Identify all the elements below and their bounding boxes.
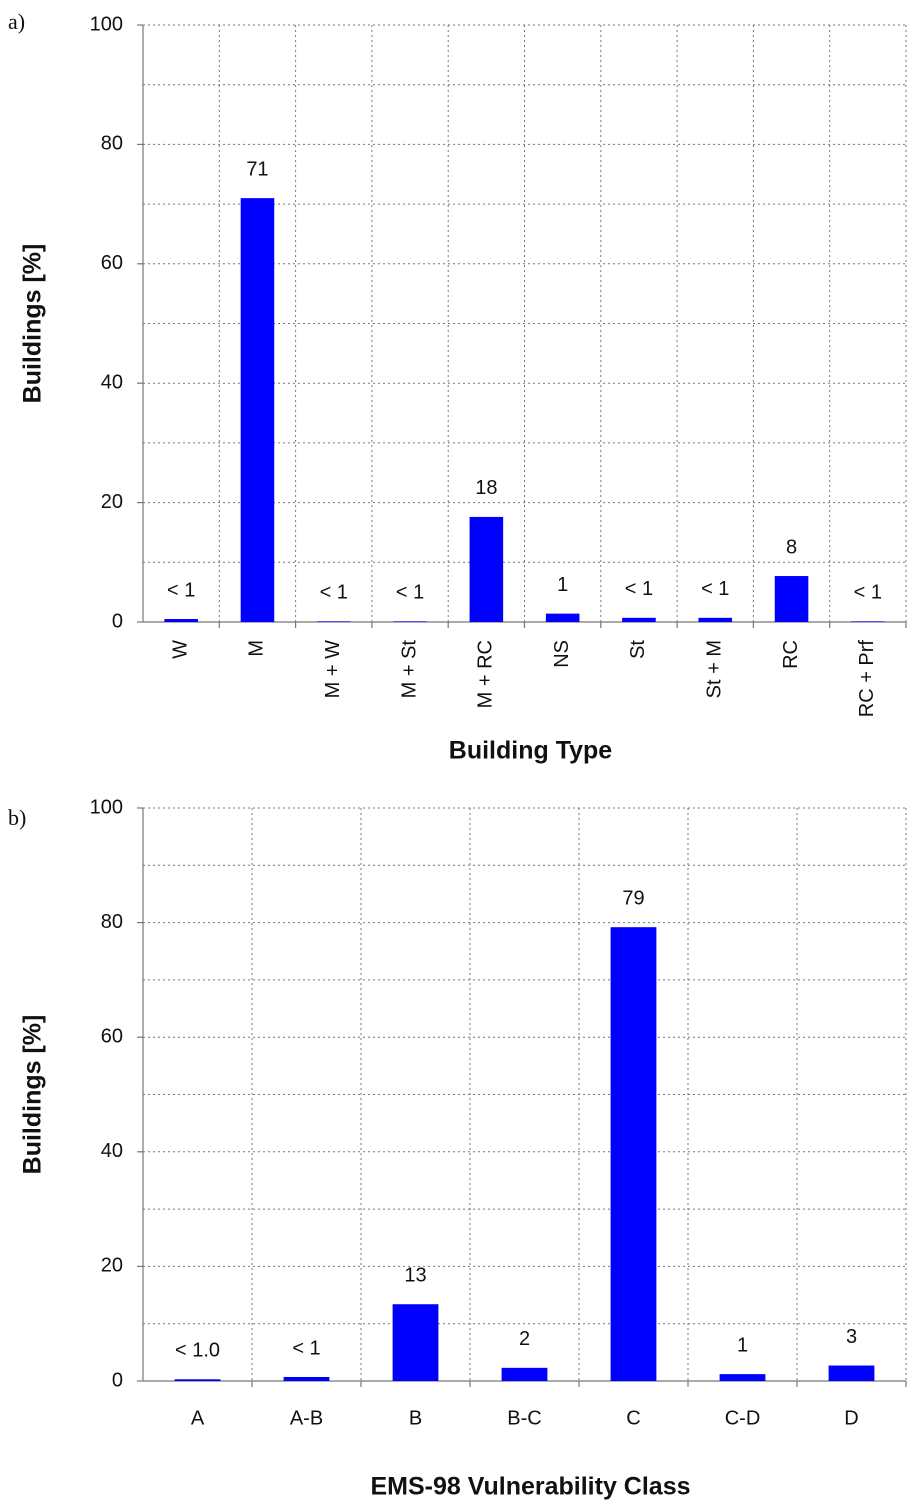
value-label: 79: [622, 887, 644, 909]
value-label: < 1: [167, 579, 195, 601]
value-label: 71: [246, 158, 268, 180]
x-tick-label: A: [191, 1407, 205, 1429]
value-label: < 1: [701, 578, 729, 600]
x-axis-title: Building Type: [449, 737, 613, 765]
y-tick-label: 40: [101, 1140, 123, 1162]
x-tick-label: B: [409, 1407, 422, 1429]
bar: [774, 576, 809, 622]
value-label: 2: [519, 1328, 530, 1350]
bar: [392, 1304, 439, 1381]
y-tick-label: 20: [101, 1255, 123, 1277]
value-label: < 1: [625, 578, 653, 600]
x-tick-label: B-C: [507, 1407, 541, 1429]
bar: [240, 198, 275, 622]
y-tick-label: 0: [112, 1369, 123, 1391]
value-label: 1: [737, 1334, 748, 1356]
bar: [698, 617, 733, 622]
x-tick-label: St + M: [704, 640, 726, 698]
panel-label: b): [8, 805, 26, 830]
y-tick-label: 80: [101, 911, 123, 933]
x-axis-title: EMS-98 Vulnerability Class: [370, 1473, 690, 1501]
y-axis-title: Buildings [%]: [19, 1015, 47, 1175]
value-label: < 1: [320, 582, 348, 604]
bar: [283, 1376, 330, 1381]
bar: [393, 621, 427, 622]
bar: [164, 619, 198, 622]
bar: [622, 617, 656, 622]
bar: [469, 516, 504, 622]
bar: [316, 621, 351, 622]
x-tick-label: RC: [780, 640, 802, 669]
bar: [851, 621, 885, 622]
y-tick-label: 20: [101, 491, 123, 513]
value-label: < 1.0: [175, 1340, 220, 1362]
bar: [719, 1374, 766, 1381]
x-tick-label: W: [169, 640, 191, 659]
x-tick-label: RC + Prf: [856, 640, 878, 718]
value-label: 18: [475, 477, 497, 499]
panel-label: a): [8, 9, 25, 34]
x-tick-label: M + W: [322, 640, 344, 698]
y-tick-label: 40: [101, 371, 123, 393]
bar: [501, 1367, 548, 1381]
x-tick-label: C-D: [725, 1407, 761, 1429]
y-tick-label: 60: [101, 1025, 123, 1047]
value-label: < 1: [854, 582, 882, 604]
value-label: < 1: [396, 582, 424, 604]
bar: [174, 1379, 221, 1381]
y-tick-label: 60: [101, 252, 123, 274]
x-tick-label: A-B: [290, 1407, 323, 1429]
y-tick-label: 100: [90, 13, 123, 35]
value-label: < 1: [292, 1337, 320, 1359]
x-tick-label: M: [246, 640, 268, 657]
x-tick-label: M + St: [398, 640, 420, 699]
value-label: 8: [786, 536, 797, 558]
x-tick-label: NS: [551, 640, 573, 668]
value-label: 3: [846, 1326, 857, 1348]
x-tick-label: D: [844, 1407, 858, 1429]
y-axis-title: Buildings [%]: [19, 244, 47, 404]
value-label: 1: [557, 574, 568, 596]
y-tick-label: 0: [112, 610, 123, 632]
bar: [545, 613, 580, 622]
y-tick-label: 80: [101, 133, 123, 155]
bar: [828, 1365, 875, 1381]
x-tick-label: M + RC: [475, 640, 497, 708]
x-tick-label: St: [627, 640, 649, 659]
value-label: 13: [404, 1264, 426, 1286]
bar: [610, 927, 657, 1381]
x-tick-label: C: [626, 1407, 640, 1429]
y-tick-label: 100: [90, 796, 123, 818]
